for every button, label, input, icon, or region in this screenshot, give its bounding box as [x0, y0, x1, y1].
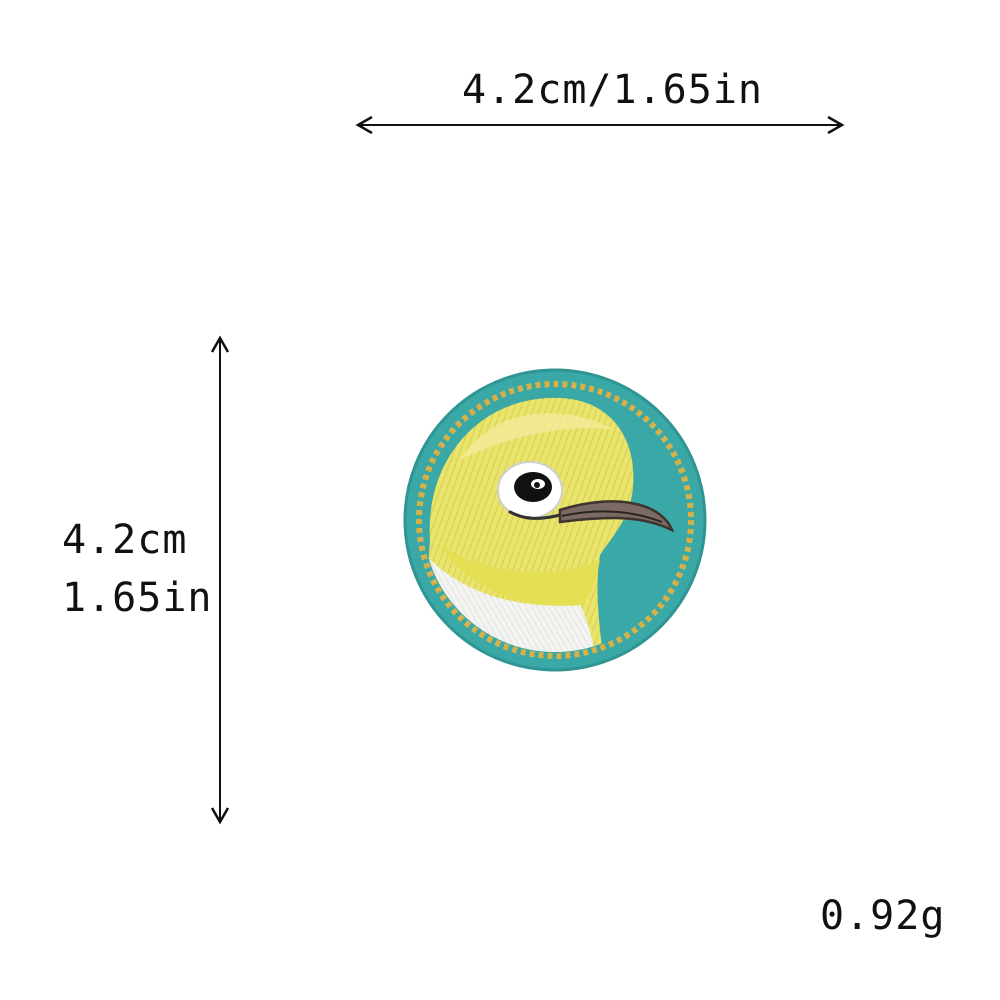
width-dimension-label: 4.2cm/1.65in [462, 67, 763, 113]
embroidered-bird-patch [403, 368, 707, 672]
weight-label: 0.92g [820, 893, 946, 939]
height-dimension-label-cm: 4.2cm [62, 517, 188, 563]
bird-beak [558, 500, 675, 533]
width-dimension-arrow [355, 115, 845, 135]
height-dimension-arrow [210, 335, 230, 825]
height-dimension-label-in: 1.65in [62, 575, 213, 621]
